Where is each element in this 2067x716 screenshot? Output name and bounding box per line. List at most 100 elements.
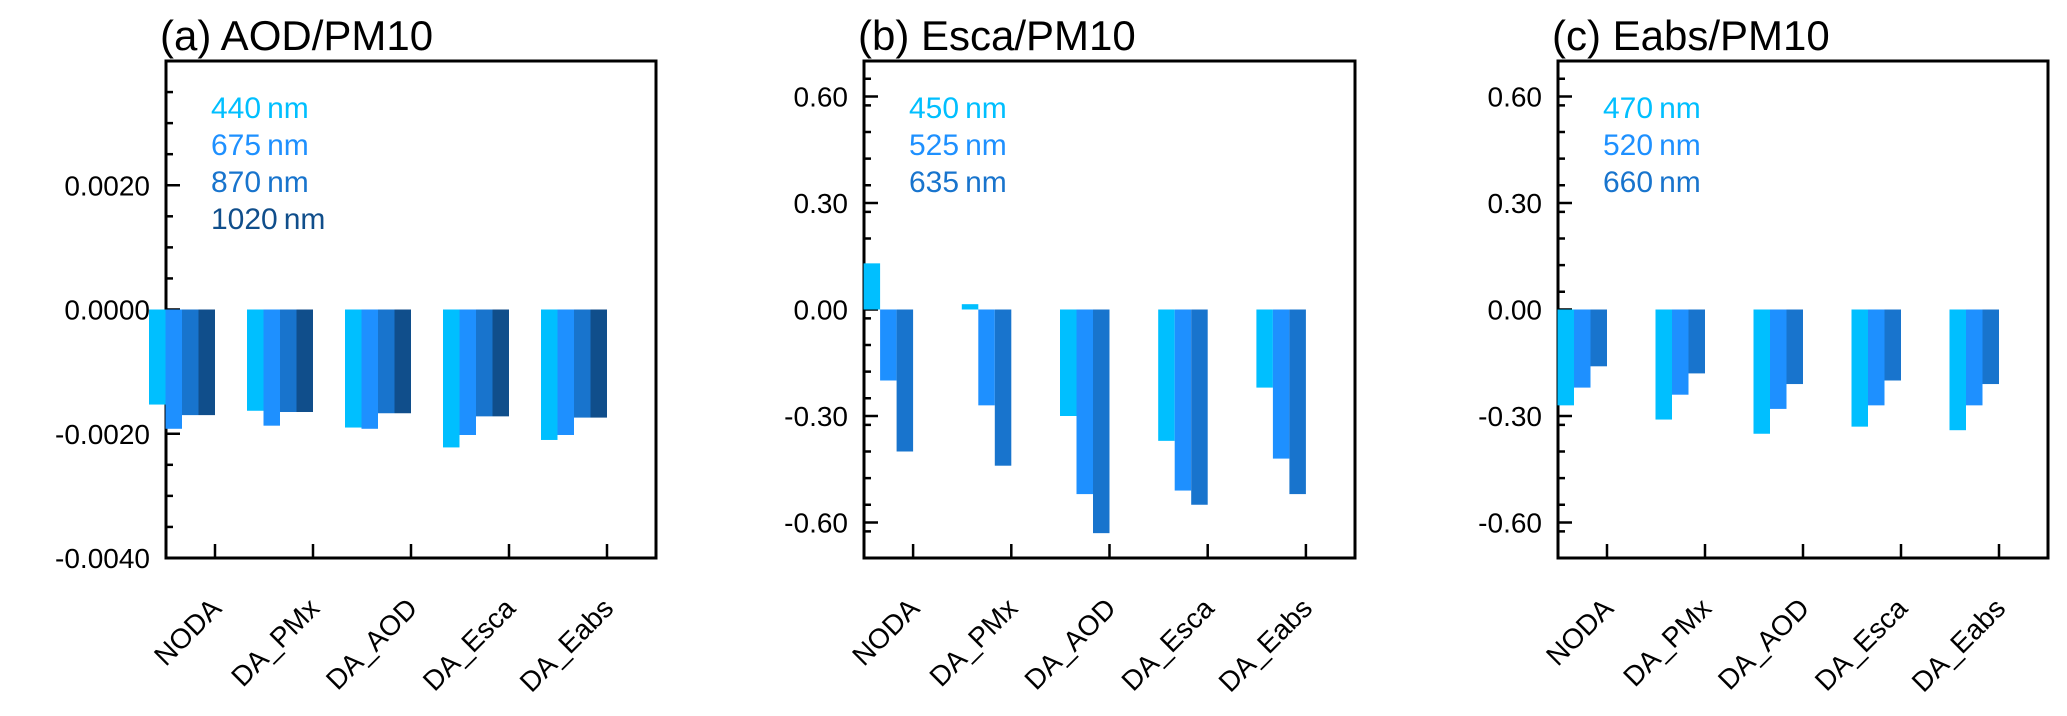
- x-category-label: DA_PMx: [924, 592, 1024, 692]
- x-category-label: DA_Eabs: [1906, 592, 2012, 698]
- legend-entry: 470 nm: [1603, 92, 1701, 125]
- bar: [1289, 309, 1306, 495]
- legend-value: 520: [1603, 129, 1653, 162]
- legend-unit: nm: [965, 129, 1007, 162]
- bar: [1158, 309, 1175, 441]
- legend-unit: nm: [965, 166, 1007, 199]
- bar: [978, 309, 995, 406]
- bar: [182, 309, 199, 416]
- bar: [590, 309, 607, 418]
- legend-unit: nm: [1659, 166, 1701, 199]
- bar: [263, 309, 280, 426]
- bar: [1786, 309, 1803, 385]
- chart-title: (b) Esca/PM10: [858, 12, 1136, 59]
- x-category-label: DA_Eabs: [1213, 592, 1319, 698]
- legend-value: 470: [1603, 92, 1653, 125]
- y-tick-label: 0.0020: [64, 170, 150, 201]
- bar: [1174, 309, 1192, 491]
- legend-entry: 660 nm: [1603, 166, 1701, 199]
- x-category-label: NODA: [846, 592, 925, 671]
- bar: [1590, 309, 1607, 367]
- bar: [1191, 309, 1208, 505]
- bar: [394, 309, 411, 414]
- legend-entry: 870 nm: [211, 166, 309, 199]
- x-category-label: DA_PMx: [225, 592, 325, 692]
- legend-entry: 1020 nm: [211, 203, 325, 236]
- bar: [149, 309, 166, 405]
- bar: [961, 304, 979, 310]
- chart-panel-3: (c) Eabs/PM10-0.60-0.300.000.300.60NODAD…: [1478, 12, 2050, 698]
- bar: [1060, 309, 1077, 416]
- y-tick-label: 0.60: [794, 82, 849, 113]
- y-tick-label: -0.0040: [55, 543, 150, 574]
- bar: [1093, 309, 1110, 534]
- chart-panel-2: (b) Esca/PM10-0.60-0.300.000.300.60NODAD…: [784, 12, 1357, 698]
- bar: [1966, 309, 1983, 406]
- bar: [459, 309, 476, 435]
- bar: [492, 309, 509, 417]
- chart-title: (a) AOD/PM10: [160, 12, 433, 59]
- bar: [1557, 309, 1574, 406]
- bar: [863, 263, 881, 310]
- y-tick-label: 0.30: [794, 188, 849, 219]
- y-tick-label: 0.60: [1488, 82, 1543, 113]
- bar: [880, 309, 897, 381]
- y-tick-label: 0.00: [794, 295, 849, 326]
- legend-entry: 440 nm: [211, 92, 309, 125]
- legend-entry: 450 nm: [909, 92, 1007, 125]
- bar: [1851, 309, 1868, 427]
- bar: [1076, 309, 1093, 495]
- y-tick-label: 0.00: [1488, 295, 1543, 326]
- bar: [198, 309, 215, 416]
- x-category-label: DA_Eabs: [514, 592, 620, 698]
- legend-unit: nm: [965, 92, 1007, 125]
- bar: [1688, 309, 1705, 374]
- legend-value: 675: [211, 129, 261, 162]
- bar: [1672, 309, 1689, 395]
- bar: [557, 309, 574, 435]
- bar: [1949, 309, 1966, 431]
- x-category-label: DA_Esca: [1809, 592, 1914, 697]
- legend-unit: nm: [267, 92, 309, 125]
- bar: [1574, 309, 1591, 388]
- bar: [1868, 309, 1885, 406]
- bar: [1982, 309, 1999, 385]
- bar: [165, 309, 182, 429]
- legend-unit: nm: [1659, 129, 1701, 162]
- x-category-label: DA_Esca: [417, 592, 522, 697]
- bar: [280, 309, 297, 413]
- y-tick-label: -0.0020: [55, 419, 150, 450]
- x-category-label: NODA: [1540, 592, 1619, 671]
- bar: [476, 309, 493, 417]
- legend-entry: 525 nm: [909, 129, 1007, 162]
- x-category-label: DA_PMx: [1617, 592, 1717, 692]
- legend-value: 440: [211, 92, 261, 125]
- bar: [1256, 309, 1273, 388]
- x-category-label: DA_AOD: [320, 592, 423, 695]
- legend-unit: nm: [267, 166, 309, 199]
- y-tick-label: 0.30: [1488, 188, 1543, 219]
- bar: [247, 309, 264, 411]
- y-tick-label: -0.30: [784, 401, 848, 432]
- bar: [1770, 309, 1787, 409]
- bar: [896, 309, 914, 452]
- bar: [994, 309, 1012, 466]
- x-category-label: DA_AOD: [1712, 592, 1815, 695]
- bar: [378, 309, 395, 414]
- legend-value: 1020: [211, 203, 278, 236]
- legend-value: 525: [909, 129, 959, 162]
- legend-value: 660: [1603, 166, 1653, 199]
- bar: [296, 309, 313, 413]
- bar: [361, 309, 378, 429]
- chart-panel-1: (a) AOD/PM10 -0.0040 -0.0020 0.0000 0.0020 NO…: [55, 12, 658, 698]
- chart-title: (c) Eabs/PM10: [1552, 12, 1830, 59]
- bar: [1884, 309, 1901, 381]
- legend-value: 870: [211, 166, 261, 199]
- bar: [1272, 309, 1290, 459]
- bar: [1753, 309, 1770, 434]
- bar: [345, 309, 362, 428]
- y-tick-label: 0.0000: [64, 295, 150, 326]
- legend-unit: nm: [284, 203, 326, 236]
- bar: [1655, 309, 1672, 420]
